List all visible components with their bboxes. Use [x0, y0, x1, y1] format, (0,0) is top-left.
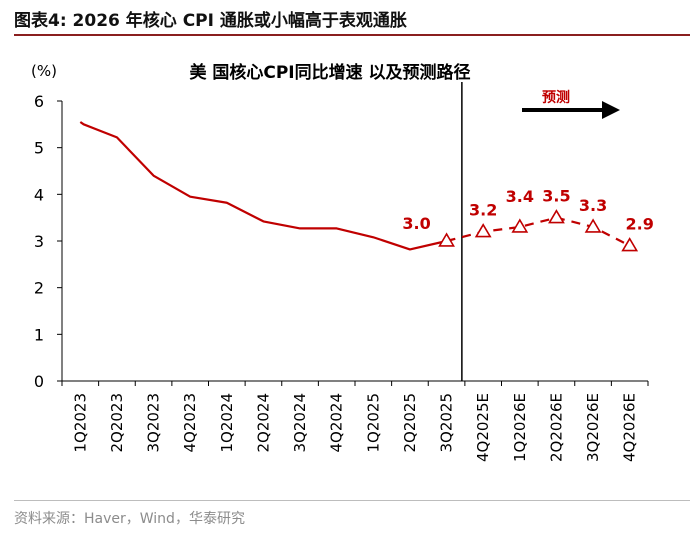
x-tick-label: 1Q2024	[218, 393, 236, 453]
x-tick-label: 3Q2026E	[584, 393, 602, 462]
chart-marks: 3.0 3.2 3.4 3.5 3.3 2.9 预测	[79, 89, 654, 252]
y-tick-label: 4	[34, 185, 44, 204]
x-tick-label: 4Q2024	[328, 393, 346, 453]
x-tick-label: 4Q2023	[181, 393, 199, 453]
y-tick-label: 2	[34, 279, 44, 298]
series-line-forecast	[446, 216, 631, 247]
x-tick-label: 3Q2024	[291, 393, 309, 453]
forecast-label: 预测	[542, 89, 570, 106]
y-tick-label: 3	[34, 232, 44, 251]
axes: 0 1 2 3 4 5 6 1Q2023 2Q2023 3Q2023 4Q2023 1Q2024 2Q2…	[34, 82, 649, 462]
y-tick-label: 6	[34, 92, 44, 111]
data-label: 3.3	[579, 196, 607, 215]
forecast-arrow-head	[602, 101, 620, 119]
chart-title: 美 国核心CPI同比增速 以及预测路径	[189, 62, 470, 83]
figure-title: 图表4: 2026 年核心 CPI 通胀或小幅高于表观通胀	[14, 11, 407, 31]
y-tick-label: 5	[34, 139, 44, 158]
forecast-point-marker	[474, 223, 492, 238]
data-label: 3.2	[469, 201, 497, 220]
data-label: 3.0	[402, 214, 430, 233]
x-tick-label: 3Q2023	[145, 393, 163, 453]
footer-rule	[14, 500, 690, 501]
source-note: 资料来源：Haver，Wind，华泰研究	[14, 511, 245, 527]
forecast-point-marker	[584, 218, 602, 233]
y-tick-label: 1	[34, 325, 44, 344]
x-tick-label: 2Q2026E	[547, 393, 565, 462]
x-tick-label: 2Q2025	[401, 393, 419, 453]
x-tick-label: 4Q2025E	[474, 393, 492, 462]
y-tick-label: 0	[34, 372, 44, 391]
series-line-history	[79, 121, 447, 251]
forecast-point-marker	[511, 218, 529, 233]
x-tick-label: 2Q2024	[254, 393, 272, 453]
data-label: 3.5	[542, 187, 570, 206]
x-tick-label: 2Q2023	[108, 393, 126, 453]
x-tick-label: 3Q2025	[438, 393, 456, 453]
forecast-point-marker	[548, 209, 565, 224]
x-tick-label: 1Q2026E	[511, 393, 529, 462]
forecast-point-marker	[621, 237, 639, 252]
y-axis-unit-label: (%)	[31, 62, 57, 80]
forecast-point-marker	[438, 232, 455, 247]
x-tick-label: 4Q2026E	[621, 393, 639, 462]
header-rule	[14, 34, 690, 36]
data-label: 2.9	[626, 215, 654, 234]
data-label: 3.4	[506, 187, 534, 206]
x-tick-label: 1Q2023	[71, 393, 89, 453]
x-tick-label: 1Q2025	[364, 393, 382, 453]
